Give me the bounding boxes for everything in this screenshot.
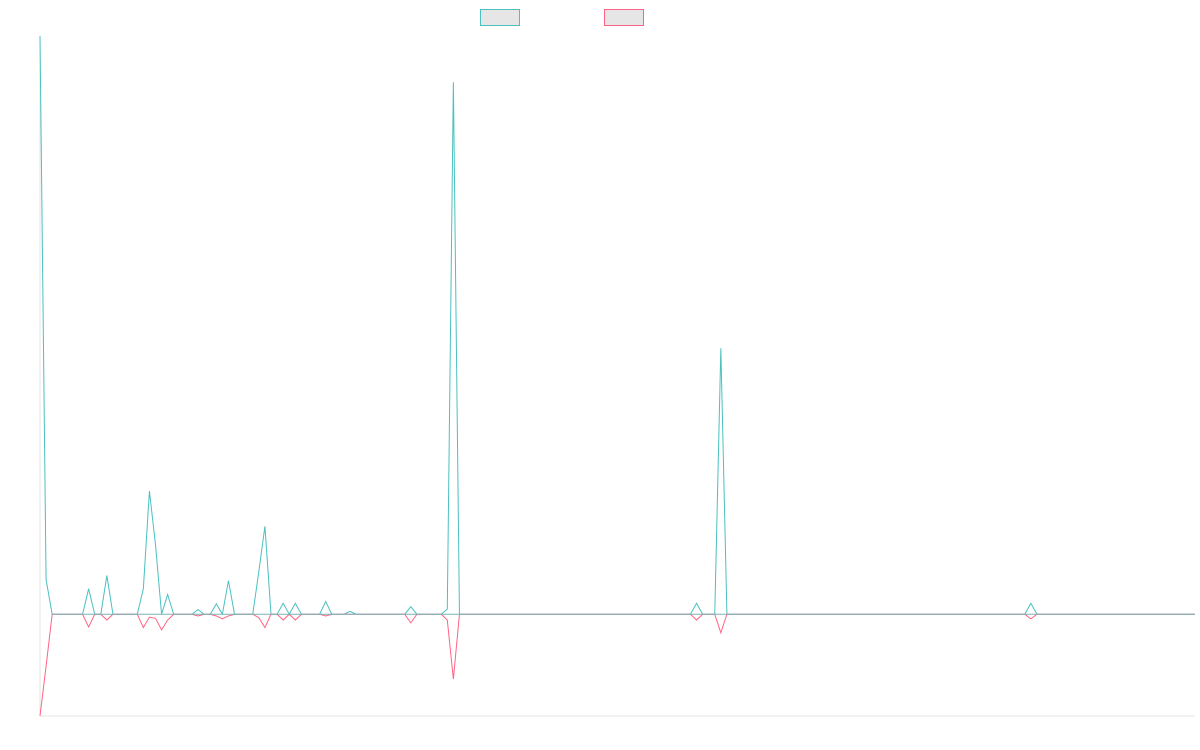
chart-axes [39, 36, 1195, 717]
series-line-1 [39, 35, 1195, 616]
legend-swatch-1[interactable] [480, 9, 520, 26]
series-line-2 [39, 613, 1195, 717]
chart-series-layer [39, 35, 1195, 717]
legend-swatch-2[interactable] [604, 9, 644, 26]
